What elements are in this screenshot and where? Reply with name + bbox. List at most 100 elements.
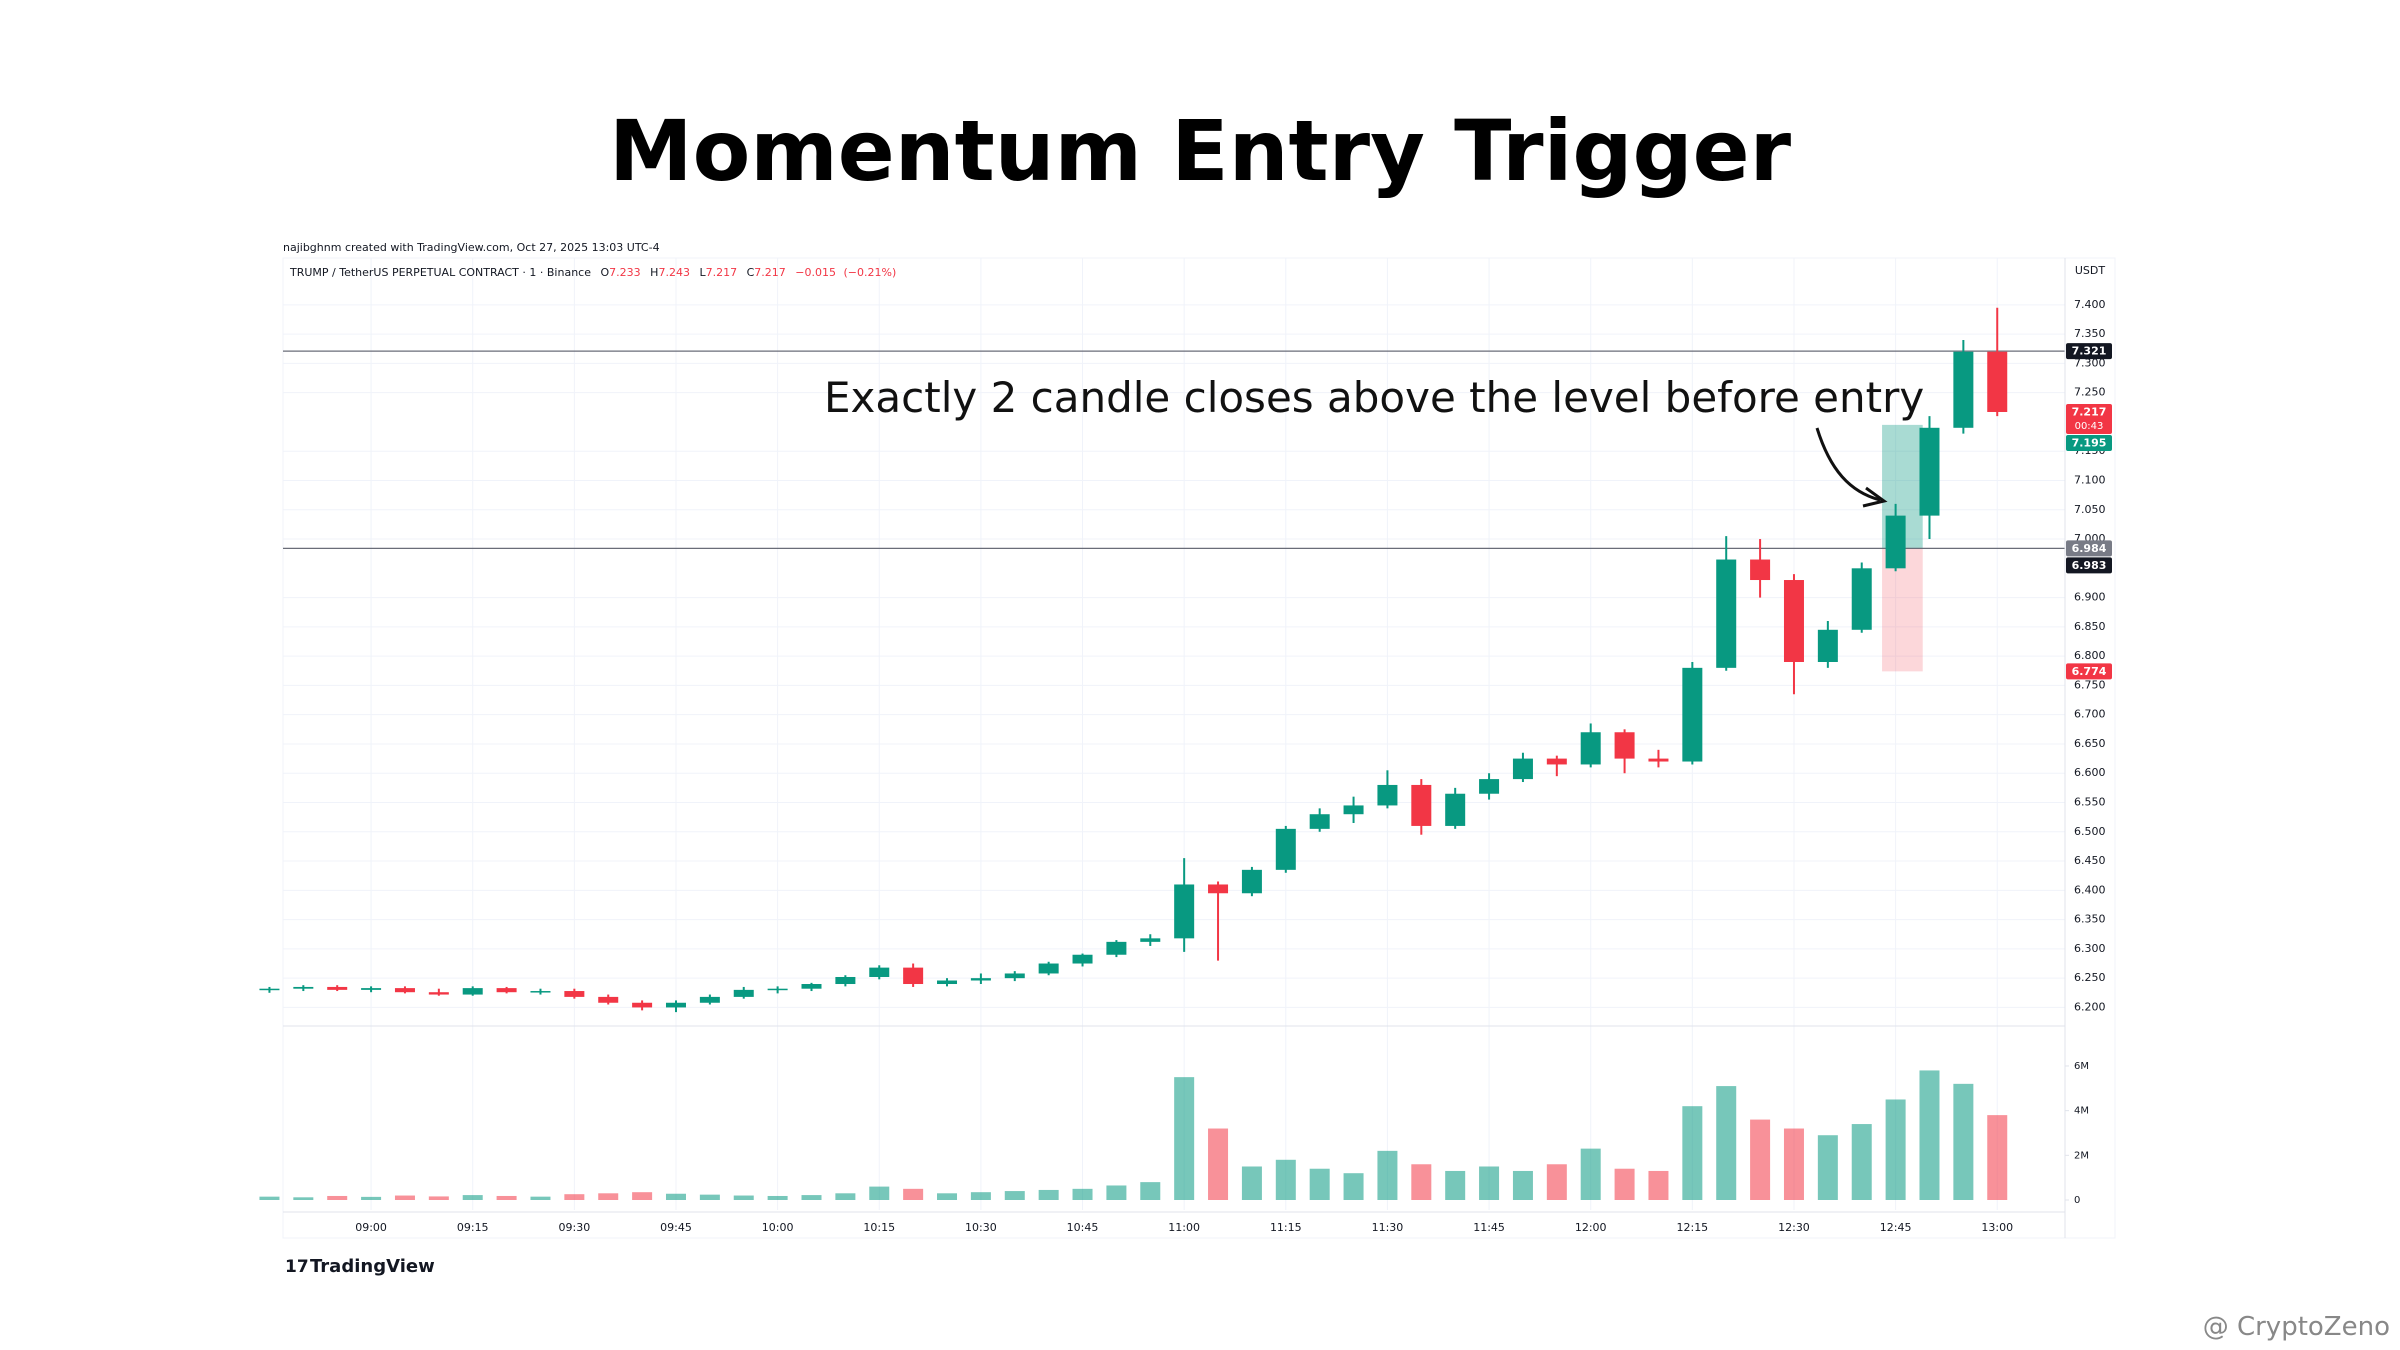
volume-bar — [259, 1196, 280, 1200]
symbol: TRUMP / TetherUS PERPETUAL CONTRACT · 1 … — [289, 266, 591, 279]
price-label-box — [2066, 663, 2112, 680]
volume-bar — [970, 1192, 991, 1200]
volume-bar — [699, 1194, 720, 1200]
candle-body — [1546, 758, 1567, 765]
x-tick-label: 09:45 — [660, 1221, 692, 1234]
volume-bar — [394, 1195, 415, 1200]
brand-icon: 17 — [285, 1257, 309, 1277]
volume-bar — [1919, 1070, 1940, 1200]
candle-body — [1580, 732, 1601, 765]
candle-body — [1512, 758, 1533, 780]
candle-body — [1208, 884, 1229, 894]
x-tick-label: 12:15 — [1676, 1221, 1708, 1234]
price-label: 6.984 — [2072, 542, 2107, 555]
y-tick-label: 6.300 — [2074, 942, 2106, 955]
candle-body — [1919, 427, 1940, 516]
currency: USDT — [2075, 264, 2106, 277]
brand-name: TradingView — [310, 1256, 435, 1277]
candle-body — [1140, 938, 1161, 942]
x-tick-label: 10:30 — [965, 1221, 997, 1234]
candle-body — [394, 988, 415, 993]
x-tick-label: 09:30 — [559, 1221, 591, 1234]
candle-body — [1987, 351, 2008, 412]
candle-body — [937, 980, 958, 985]
legend-value: 7.217 — [754, 266, 786, 279]
candle-body — [1343, 805, 1364, 815]
volume-bar — [1377, 1150, 1398, 1200]
candle-body — [1072, 954, 1093, 964]
axes: 7.4007.3507.3007.2507.1507.1007.0507.000… — [355, 298, 2112, 1234]
volume-bar — [767, 1195, 788, 1200]
volume-bar — [293, 1197, 314, 1200]
x-tick-label: 10:15 — [863, 1221, 895, 1234]
candle-body — [1614, 732, 1635, 759]
price-label-box — [2066, 557, 2112, 574]
y-tick-label: 6.200 — [2074, 1000, 2106, 1013]
volume-bar — [1275, 1159, 1296, 1200]
y-tick-label: 7.400 — [2074, 298, 2106, 311]
candle-body — [1241, 869, 1262, 894]
countdown: 00:43 — [2075, 421, 2104, 432]
price-label: 6.983 — [2072, 559, 2107, 572]
x-tick-label: 09:00 — [355, 1221, 387, 1234]
candle-body — [462, 988, 483, 995]
price-label: 7.321 — [2072, 345, 2107, 358]
candle-body — [293, 986, 314, 989]
volume-bar — [462, 1195, 483, 1200]
candle-body — [1411, 784, 1432, 826]
volume-bar — [361, 1196, 382, 1200]
annotation: Exactly 2 candle closes above the level … — [824, 373, 1924, 422]
price-label: 6.774 — [2072, 665, 2107, 678]
candle-body — [733, 989, 754, 997]
stop-zone — [1882, 548, 1923, 672]
legend-change-pct: (−0.21%) — [844, 266, 897, 279]
volume-bar — [530, 1196, 551, 1200]
candle-body — [1038, 963, 1059, 974]
volume-bar — [1140, 1182, 1161, 1200]
candle-body — [1783, 580, 1804, 662]
annotation-arrow — [1815, 427, 1881, 502]
volume-bar — [1343, 1173, 1364, 1200]
candle-body — [1648, 758, 1669, 762]
candle-body — [1275, 828, 1296, 870]
volume-bar — [1241, 1166, 1262, 1200]
volume-bar — [1411, 1164, 1432, 1200]
y-tick-label: 6.800 — [2074, 649, 2106, 662]
y-tick-label: 6.750 — [2074, 678, 2106, 691]
candle-body — [1106, 941, 1127, 955]
x-tick-label: 11:45 — [1473, 1221, 1505, 1234]
volume-bar — [1106, 1185, 1127, 1200]
candle-body — [598, 996, 619, 1003]
volume-bar — [1208, 1128, 1229, 1200]
candle-body — [1750, 559, 1771, 581]
candle-body — [564, 991, 585, 997]
candle-body — [1309, 814, 1330, 829]
volume-bar — [665, 1193, 686, 1200]
candle-body — [665, 1002, 686, 1008]
volume-bar — [1004, 1191, 1025, 1200]
brand-logo: 17 TradingView — [285, 1256, 435, 1277]
candle-body — [970, 978, 991, 981]
candle-body — [428, 992, 449, 995]
y-tick-label: 7.250 — [2074, 386, 2106, 399]
x-tick-label: 13:00 — [1981, 1221, 2013, 1234]
legend-key: C — [747, 266, 755, 279]
candle-body — [869, 967, 890, 977]
y-tick-label: 6.700 — [2074, 708, 2106, 721]
candle-body — [1817, 629, 1838, 662]
volume-bar — [1546, 1164, 1567, 1200]
volume-bar — [1953, 1083, 1974, 1200]
candle-body — [1851, 568, 1872, 630]
y-tick-label: 6.600 — [2074, 766, 2106, 779]
watermark: @ CryptoZeno — [2203, 1312, 2390, 1342]
volume-bar — [1851, 1124, 1872, 1200]
y-tick-label: 7.050 — [2074, 503, 2106, 516]
volume-bar — [1783, 1128, 1804, 1200]
legend-line: TRUMP / TetherUS PERPETUAL CONTRACT · 1 … — [289, 266, 896, 279]
x-tick-label: 09:15 — [457, 1221, 489, 1234]
candle-body — [259, 988, 280, 991]
volume-bar — [1309, 1168, 1330, 1200]
volume-bar — [903, 1188, 924, 1200]
chart-frame — [282, 257, 2116, 1239]
